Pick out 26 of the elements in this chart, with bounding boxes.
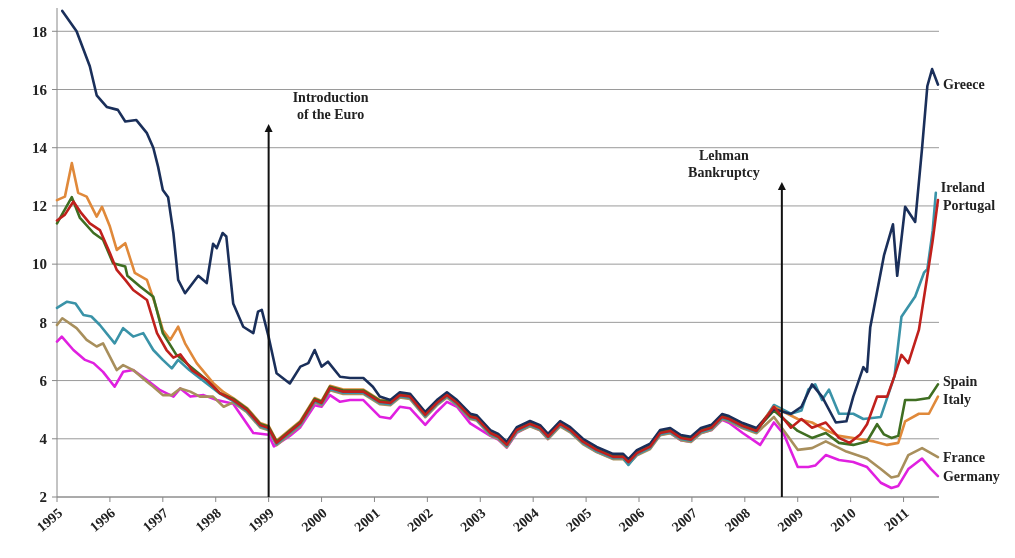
series-label: Italy [942,392,971,408]
y-tick-label: 2 [39,489,47,506]
y-tick-label: 6 [39,372,48,389]
y-tick-label: 12 [32,198,47,215]
y-tick-label: 4 [39,431,48,448]
series-label: Greece [942,77,985,93]
y-tick-label: 14 [32,139,48,156]
y-tick-label: 8 [39,314,47,331]
series-label: Spain [942,374,978,390]
x-tick-label: 2000 [298,505,330,535]
x-tick-label: 2009 [774,505,806,535]
x-tick-label: 2011 [881,505,912,535]
series-label: France [942,450,985,466]
y-tick-label: 18 [32,23,47,40]
x-tick-label: 2003 [457,505,489,535]
series-label: Ireland [940,180,986,196]
x-tick-label: 2010 [827,505,859,535]
series-label: Germany [942,468,1000,484]
x-tick-label: 2002 [404,505,436,535]
series-label: Portugal [942,198,996,214]
ref-line-label: Lehman Bankruptcy [688,148,760,180]
x-tick-label: 2001 [351,505,383,535]
y-tick-label: 10 [32,256,47,273]
ref-line-label: Introduction of the Euro [292,90,369,122]
y-tick-label: 16 [32,81,48,98]
x-tick-label: 1999 [245,505,277,535]
